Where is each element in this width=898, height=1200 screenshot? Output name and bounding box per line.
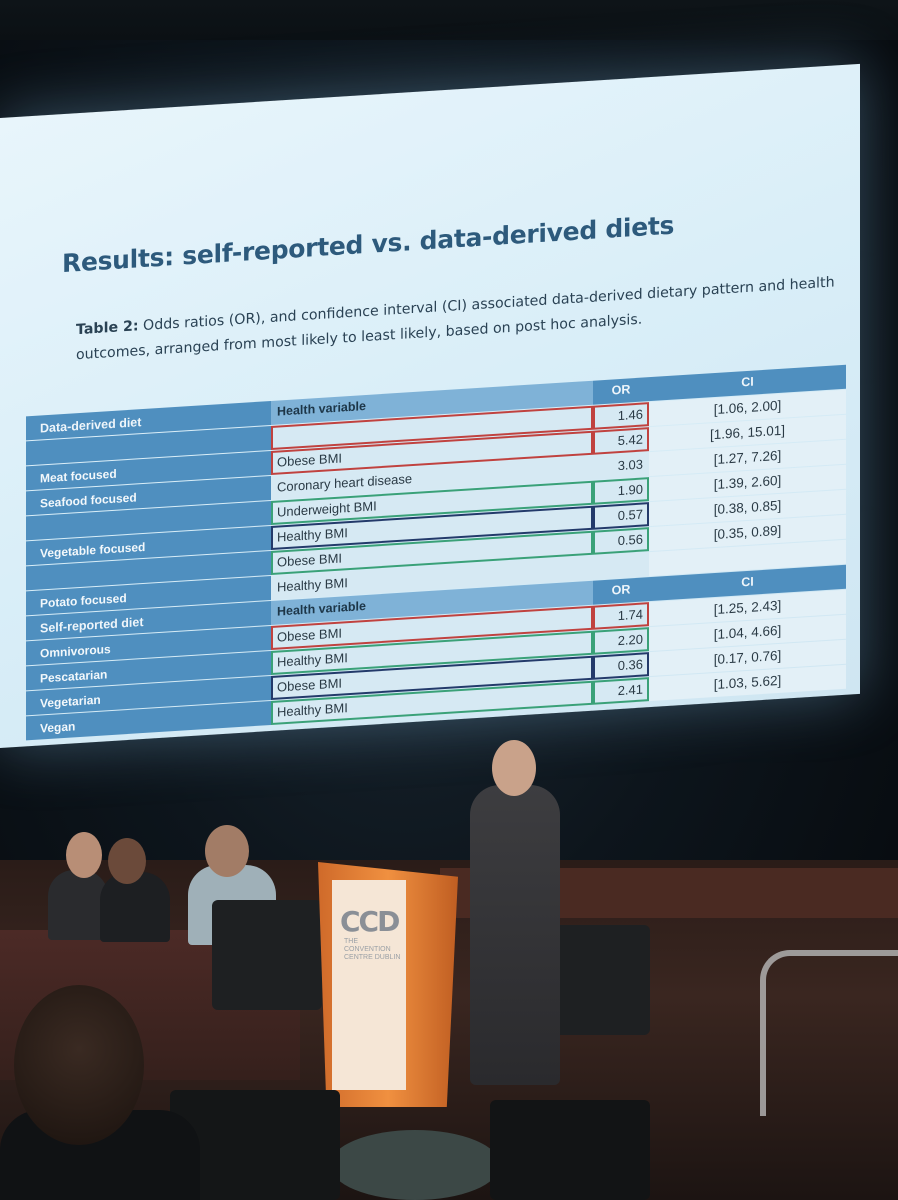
projection-screen: Results: self-reported vs. data-derived …: [0, 63, 860, 749]
venue-logo: CCD: [340, 905, 400, 938]
podium-panel: [332, 880, 406, 1090]
panelist-1-body: [48, 870, 108, 940]
venue-name: THE CONVENTION CENTRE DUBLIN: [344, 938, 401, 961]
audience-member-head: [14, 985, 144, 1145]
table-caption: Table 2: Odds ratios (OR), and confidenc…: [76, 270, 846, 368]
or-cell: 3.03: [593, 452, 649, 480]
or-cell: 0.57: [593, 502, 649, 530]
header-or: OR: [593, 377, 649, 405]
or-cell: [593, 552, 649, 580]
panelist-2-head: [108, 838, 146, 884]
header2-or: OR: [593, 577, 649, 605]
speaker-body: [470, 785, 560, 1085]
results-table: Data-derived diet Health variable OR CI …: [26, 364, 846, 742]
foreground-chair-2: [490, 1100, 650, 1200]
round-table: [330, 1130, 500, 1200]
stage-chair-left: [212, 900, 322, 1010]
or-cell: 1.46: [593, 402, 649, 430]
panelist-1-head: [66, 832, 102, 878]
or-cell: 2.41: [593, 677, 649, 705]
or-cell: 0.36: [593, 652, 649, 680]
or-cell: 1.74: [593, 602, 649, 630]
speaker-head: [492, 740, 536, 796]
panelist-3-head: [205, 825, 249, 877]
ceiling: [0, 0, 898, 40]
or-cell: 5.42: [593, 427, 649, 455]
stair-railing: [760, 950, 898, 1116]
panelist-2-body: [100, 872, 170, 942]
slide-title: Results: self-reported vs. data-derived …: [62, 210, 675, 279]
caption-text: Odds ratios (OR), and confidence interva…: [76, 274, 835, 364]
or-cell: 1.90: [593, 477, 649, 505]
or-cell: 0.56: [593, 527, 649, 555]
or-cell: 2.20: [593, 627, 649, 655]
caption-label: Table 2:: [76, 318, 139, 339]
